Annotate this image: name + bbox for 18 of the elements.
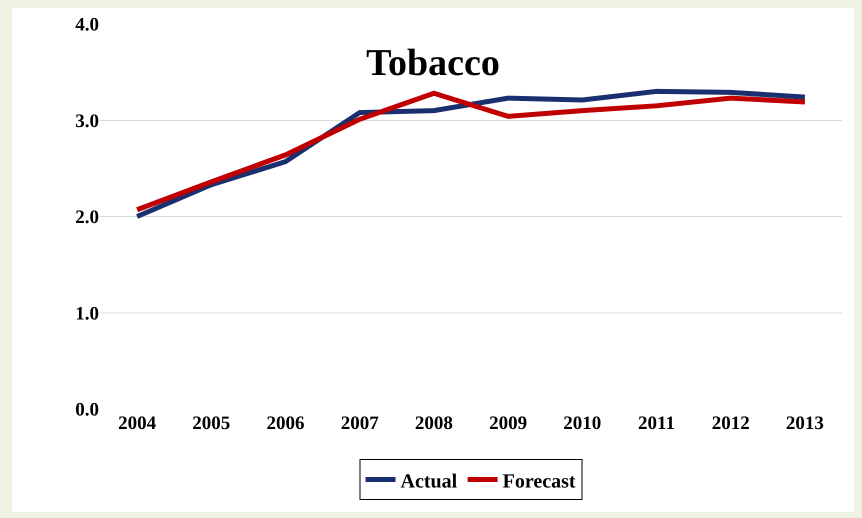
y-tick-label: 2.0: [75, 207, 99, 228]
text: Tobacco: [366, 42, 500, 84]
y-tick-label: 0.0: [75, 400, 99, 421]
y-tick-label: 4.0: [75, 14, 99, 36]
legend-label: Actual: [400, 470, 458, 492]
x-tick-label: 2011: [638, 413, 675, 434]
x-tick-label: 2013: [786, 413, 824, 434]
x-tick-label: 2008: [414, 413, 453, 434]
x-tick-label: 2009: [489, 413, 528, 434]
y-tick-label: 1.0: [75, 303, 99, 324]
x-tick-label: 2006: [266, 413, 304, 434]
x-tick-label: 2007: [340, 413, 380, 434]
y-tick-label: 3.0: [75, 110, 99, 132]
x-tick-label: 2005: [192, 413, 230, 434]
x-tick-label: 2010: [563, 413, 602, 434]
x-tick-label: 2004: [118, 413, 157, 434]
legend-label: Forecast: [502, 470, 576, 492]
x-tick-label: 2012: [712, 413, 750, 434]
